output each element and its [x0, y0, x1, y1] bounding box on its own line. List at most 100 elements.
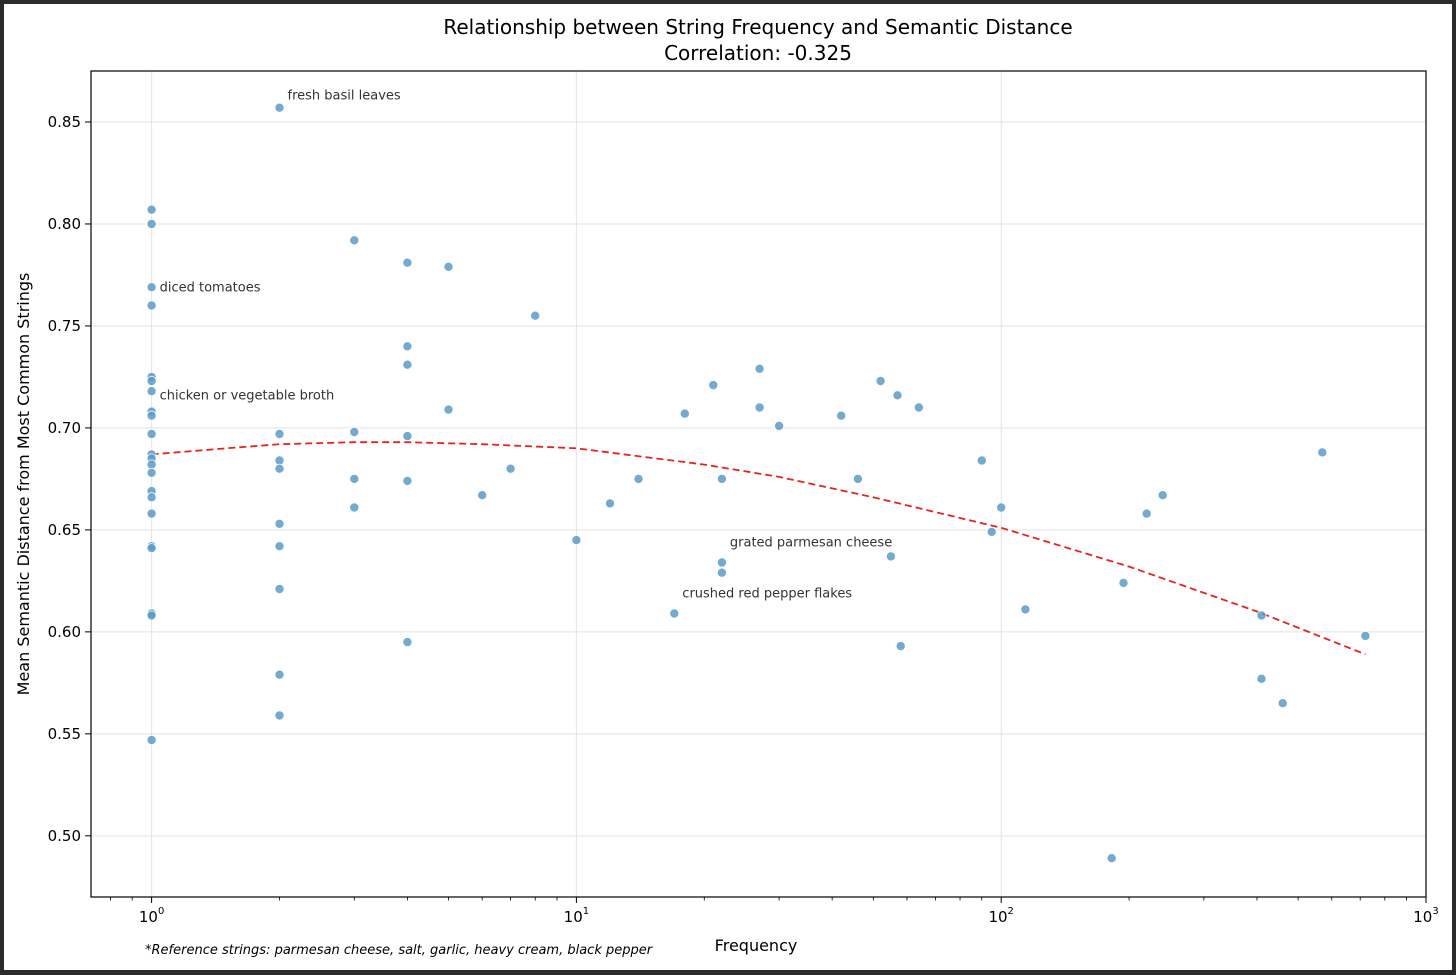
data-point-74: [1256, 673, 1267, 684]
data-point-26: [274, 518, 285, 529]
data-point-57: [774, 420, 785, 431]
chart-subtitle: Correlation: -0.325: [664, 41, 852, 65]
reference-footnote: *Reference strings: parmesan cheese, sal…: [145, 943, 654, 958]
y-tick-label-6: 0.80: [48, 215, 81, 233]
data-point-35: [402, 257, 413, 268]
data-point-23: [274, 428, 285, 439]
data-point-15: [146, 492, 157, 503]
data-point-66: [986, 526, 997, 537]
data-point-30: [274, 710, 285, 721]
data-point-18: [146, 543, 157, 554]
data-point-32: [349, 426, 360, 437]
data-point-70: [1118, 577, 1129, 588]
data-point-60: [875, 375, 886, 386]
data-point-41: [443, 261, 454, 272]
x-tick-label-0: 100: [139, 906, 164, 926]
data-point-2: [146, 282, 157, 293]
data-point-51: [708, 380, 719, 391]
trend-line-group: [151, 441, 1366, 656]
data-point-47: [605, 498, 616, 509]
data-point-16: [146, 508, 157, 519]
data-point-25: [274, 463, 285, 474]
x-tick-exponent: 0: [158, 906, 164, 917]
data-point-29: [274, 669, 285, 680]
trend-line: [151, 441, 1366, 656]
data-point-38: [402, 431, 413, 442]
data-point-13: [146, 467, 157, 478]
y-axis-label: Mean Semantic Distance from Most Common …: [14, 273, 33, 696]
annotation-label-4: crushed red pepper flakes: [682, 586, 852, 601]
data-points: [146, 102, 1371, 864]
x-tick-label-2: 102: [988, 906, 1013, 926]
data-point-58: [836, 410, 847, 421]
x-tick-base: 10: [564, 908, 583, 926]
data-point-73: [1256, 610, 1267, 621]
data-point-34: [349, 502, 360, 513]
grid-lines: [91, 71, 1427, 897]
annotation-label-2: chicken or vegetable broth: [160, 389, 335, 404]
y-tick-label-0: 0.50: [48, 827, 81, 845]
x-axis-label: Frequency: [715, 936, 798, 955]
x-axis-ticks: 100 101 102 103: [110, 897, 1439, 926]
data-point-54: [716, 567, 727, 578]
y-axis-ticks: 0.50 0.55 0.60 0.65 0.70 0.75 0.80 0.85: [48, 113, 91, 845]
data-point-22: [274, 102, 285, 113]
data-point-8: [146, 410, 157, 421]
y-tick-label-5: 0.75: [48, 317, 81, 335]
data-point-67: [996, 502, 1007, 513]
data-point-50: [679, 408, 690, 419]
data-point-9: [146, 428, 157, 439]
data-point-37: [402, 359, 413, 370]
y-tick-label-2: 0.60: [48, 623, 81, 641]
x-tick-base: 10: [1413, 908, 1432, 926]
data-point-56: [754, 402, 765, 413]
data-point-76: [1317, 447, 1328, 458]
data-point-44: [505, 463, 516, 474]
x-tick-base: 10: [139, 908, 158, 926]
annotation-label-1: diced tomatoes: [160, 280, 261, 295]
annotation-label-0: fresh basil leaves: [288, 89, 401, 104]
data-point-45: [530, 310, 541, 321]
data-point-3: [146, 300, 157, 311]
y-tick-label-7: 0.85: [48, 113, 81, 131]
annotation-label-3: grated parmesan cheese: [730, 535, 892, 550]
figure-window: Relationship between String Frequency an…: [4, 4, 1452, 970]
data-point-28: [274, 584, 285, 595]
data-point-31: [349, 235, 360, 246]
data-point-36: [402, 341, 413, 352]
data-point-20: [146, 610, 157, 621]
data-point-64: [913, 402, 924, 413]
scatter-chart: Relationship between String Frequency an…: [14, 15, 1439, 958]
x-tick-exponent: 2: [1008, 906, 1014, 917]
data-point-52: [716, 473, 727, 484]
x-tick-label-3: 103: [1413, 906, 1438, 926]
data-point-63: [895, 641, 906, 652]
data-point-72: [1157, 490, 1168, 501]
data-point-40: [402, 637, 413, 648]
data-point-71: [1141, 508, 1152, 519]
data-point-1: [146, 218, 157, 229]
data-point-39: [402, 475, 413, 486]
y-tick-label-4: 0.70: [48, 419, 81, 437]
data-point-75: [1277, 698, 1288, 709]
chart-title: Relationship between String Frequency an…: [443, 15, 1072, 39]
x-tick-label-1: 101: [564, 906, 589, 926]
x-tick-base: 10: [988, 908, 1007, 926]
x-tick-exponent: 1: [583, 906, 589, 917]
data-point-77: [1360, 630, 1371, 641]
data-point-33: [349, 473, 360, 484]
data-point-53: [716, 557, 727, 568]
data-point-46: [571, 535, 582, 546]
data-point-0: [146, 204, 157, 215]
data-point-68: [1020, 604, 1031, 615]
data-point-69: [1106, 853, 1117, 864]
data-point-42: [443, 404, 454, 415]
y-tick-label-3: 0.65: [48, 521, 81, 539]
data-point-6: [146, 386, 157, 397]
data-point-43: [477, 490, 488, 501]
data-point-65: [976, 455, 987, 466]
point-annotations: fresh basil leaves diced tomatoes chicken …: [160, 89, 893, 602]
y-tick-label-1: 0.55: [48, 725, 81, 743]
data-point-5: [146, 375, 157, 386]
data-point-61: [885, 551, 896, 562]
